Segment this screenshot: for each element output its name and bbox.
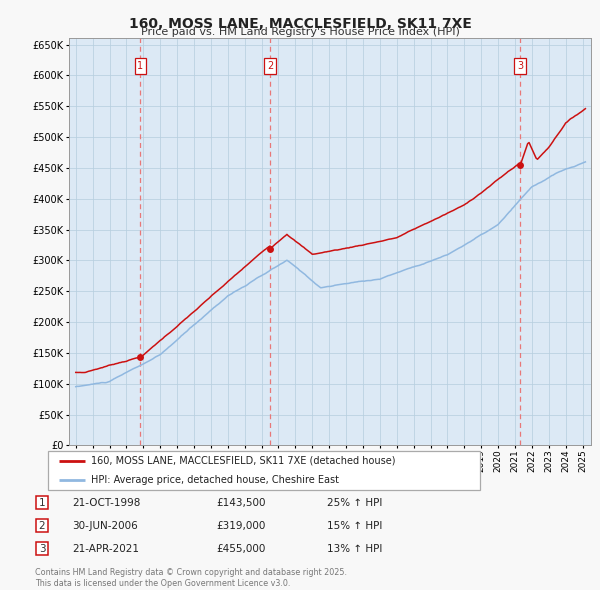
Text: £319,000: £319,000 <box>216 521 265 530</box>
Text: 160, MOSS LANE, MACCLESFIELD, SK11 7XE (detached house): 160, MOSS LANE, MACCLESFIELD, SK11 7XE (… <box>91 455 396 466</box>
FancyBboxPatch shape <box>35 519 49 532</box>
Text: 25% ↑ HPI: 25% ↑ HPI <box>327 498 382 507</box>
Text: 1: 1 <box>137 61 143 71</box>
Text: £143,500: £143,500 <box>216 498 265 507</box>
Text: 3: 3 <box>517 61 523 71</box>
Text: 21-APR-2021: 21-APR-2021 <box>72 544 139 553</box>
Text: 21-OCT-1998: 21-OCT-1998 <box>72 498 140 507</box>
Text: 1: 1 <box>38 498 46 507</box>
Text: 3: 3 <box>38 544 46 553</box>
Text: 13% ↑ HPI: 13% ↑ HPI <box>327 544 382 553</box>
Text: 15% ↑ HPI: 15% ↑ HPI <box>327 521 382 530</box>
Text: Price paid vs. HM Land Registry's House Price Index (HPI): Price paid vs. HM Land Registry's House … <box>140 27 460 37</box>
Text: HPI: Average price, detached house, Cheshire East: HPI: Average price, detached house, Ches… <box>91 476 339 486</box>
FancyBboxPatch shape <box>48 451 480 490</box>
Text: Contains HM Land Registry data © Crown copyright and database right 2025.
This d: Contains HM Land Registry data © Crown c… <box>35 568 347 588</box>
Text: 2: 2 <box>267 61 273 71</box>
Text: 2: 2 <box>38 521 46 530</box>
Text: 160, MOSS LANE, MACCLESFIELD, SK11 7XE: 160, MOSS LANE, MACCLESFIELD, SK11 7XE <box>128 17 472 31</box>
Text: £455,000: £455,000 <box>216 544 265 553</box>
FancyBboxPatch shape <box>35 496 49 509</box>
Text: 30-JUN-2006: 30-JUN-2006 <box>72 521 138 530</box>
FancyBboxPatch shape <box>35 542 49 555</box>
